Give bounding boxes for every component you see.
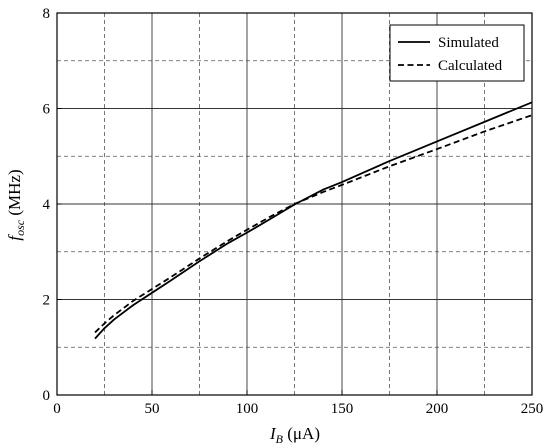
series-lines [94, 101, 533, 340]
x-tick-label: 250 [521, 401, 544, 417]
x-axis-label-sub: B [276, 432, 284, 446]
y-tick-label: 0 [43, 388, 51, 404]
x-tick-label: 100 [236, 401, 259, 417]
x-axis-label: IB (μA) [269, 424, 320, 446]
x-tick-label: 150 [331, 401, 354, 417]
axis-ticks: 0 50 100 150 200 250 0 2 4 6 8 [43, 6, 544, 417]
y-tick-label: 2 [43, 293, 51, 309]
series-line-simulated [94, 101, 533, 340]
legend: Simulated Calculated [389, 24, 525, 82]
series-line-calculated [94, 114, 533, 334]
y-axis-label-unit: (MHz) [5, 169, 24, 220]
y-axis-label-main: f [5, 234, 24, 241]
y-tick-label: 8 [43, 6, 51, 22]
y-axis-label: fosc (MHz) [5, 169, 27, 240]
y-tick-label: 4 [43, 197, 51, 213]
x-axis-label-unit: (μA) [283, 424, 320, 443]
x-axis-label-main: I [269, 424, 277, 443]
grid [57, 13, 532, 395]
x-tick-label: 200 [426, 401, 449, 417]
legend-label: Simulated [438, 35, 499, 51]
x-tick-label: 50 [145, 401, 160, 417]
y-axis-label-sub: osc [13, 219, 27, 236]
x-tick-label: 0 [53, 401, 61, 417]
y-tick-label: 6 [43, 102, 51, 118]
legend-label: Calculated [438, 58, 503, 74]
legend-box [389, 24, 525, 82]
